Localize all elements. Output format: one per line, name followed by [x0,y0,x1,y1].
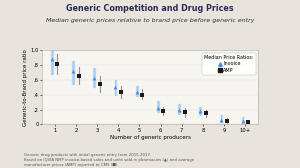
Text: Median generic prices relative to brand price before generic entry: Median generic prices relative to brand … [46,18,254,23]
Text: Generic Competition and Drug Prices: Generic Competition and Drug Prices [66,4,234,13]
X-axis label: Number of generic producers: Number of generic producers [110,135,190,140]
Y-axis label: Generic-to-Brand price ratio: Generic-to-Brand price ratio [23,49,28,126]
Text: Generic drug products with initial generic entry from 2015-2017.
Based on IQVIA : Generic drug products with initial gener… [24,153,194,167]
Legend: Invoice, AMP: Invoice, AMP [202,53,256,75]
